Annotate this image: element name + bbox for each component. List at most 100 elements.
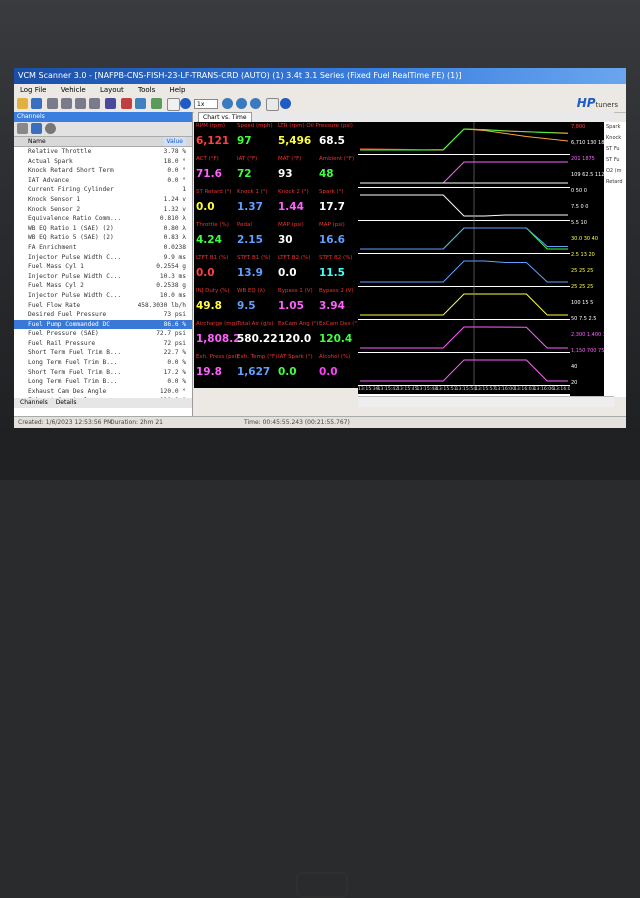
gauge[interactable]: IAT Spark (°) 0.0 [276, 353, 317, 390]
zoom-in-icon[interactable] [222, 98, 233, 109]
menu-tools[interactable]: Tools [138, 86, 156, 94]
vehicle-controls-icon[interactable] [89, 98, 100, 109]
gauge[interactable]: ACT (°F) 71.6 [194, 155, 235, 192]
channel-row[interactable]: WB EQ Ratio 1 (SAE) (2) 0.80 λ [14, 224, 192, 234]
save-layout-icon[interactable] [31, 123, 42, 134]
gauge[interactable]: Total Air (g/s) 580.22 [235, 320, 278, 357]
gauge[interactable]: Knock 2 (°) 1.44 [276, 188, 317, 225]
legend-item[interactable]: Retard [606, 179, 623, 185]
time-tick: 13:16:09 [553, 387, 570, 392]
channel-row[interactable]: Fuel Flow Rate 458.3030 lb/h [14, 301, 192, 311]
channel-row[interactable]: Relative Throttle 3.78 % [14, 147, 192, 157]
channel-row[interactable]: Knock Sensor 1 1.24 v [14, 195, 192, 205]
channel-icon[interactable] [151, 98, 162, 109]
channel-row[interactable]: Long Term Fuel Trim B... 0.0 % [14, 358, 192, 368]
channel-row[interactable]: Knock Sensor 2 1.32 v [14, 205, 192, 215]
channel-row[interactable]: Fuel Mass Cyl 2 0.2538 g [14, 281, 192, 291]
gauge[interactable]: IAT (°F) 72 [235, 155, 276, 192]
gauge[interactable]: MAT (°F) 93 [276, 155, 317, 192]
gauge[interactable]: RPM (rpm) 6,121 [194, 122, 235, 159]
gauge[interactable]: Knock 1 (°) 1.37 [235, 188, 276, 225]
channel-row[interactable]: Desired Fuel Pressure 73 psi [14, 310, 192, 320]
chart-vs-time[interactable] [358, 122, 570, 397]
gauge[interactable]: Ambient (°F) 48 [317, 155, 358, 192]
channel-row[interactable]: Short Term Fuel Trim B... 17.2 % [14, 368, 192, 378]
record-icon[interactable] [121, 98, 132, 109]
gauge[interactable]: MAP (psi) 16.6 [317, 221, 358, 258]
gauge[interactable]: MAP (psi) 30 [276, 221, 317, 258]
channel-row[interactable]: Injector Pulse Width C... 9.9 ms [14, 253, 192, 263]
gauge[interactable]: INJ Duty (%) 49.8 [194, 287, 235, 324]
gauge[interactable]: LTFT B2 (%) 0.0 [276, 254, 317, 291]
legend-item[interactable]: ST Fu [606, 146, 620, 152]
channel-row[interactable]: Fuel Rail Pressure 72 psi [14, 339, 192, 349]
gauge[interactable]: Spark (°) 17.7 [317, 188, 358, 225]
menu-log-file[interactable]: Log File [20, 86, 47, 94]
menu-help[interactable]: Help [169, 86, 186, 94]
channel-row[interactable]: Injector Pulse Width C... 10.0 ms [14, 291, 192, 301]
column-value[interactable]: Value [163, 137, 186, 146]
gauge[interactable]: Bypass 2 (V) 3.94 [317, 287, 358, 324]
gauge[interactable]: 68.5 [317, 122, 358, 159]
vehicle-icon[interactable] [47, 98, 58, 109]
gauge[interactable]: Bypass 1 (V) 1.05 [276, 287, 317, 324]
channel-row[interactable]: Short Term Fuel Trim B... 22.7 % [14, 348, 192, 358]
legend-item[interactable]: ST Fu [606, 157, 620, 163]
channel-row[interactable]: Exhaust Cam Des Angle 120.0 ° [14, 387, 192, 397]
info-icon[interactable] [280, 98, 291, 109]
channel-row[interactable]: WB EQ Ratio 5 (SAE) (2) 0.83 λ [14, 233, 192, 243]
gauge-value: 19.8 [196, 366, 222, 378]
horizontal-scrollbar[interactable] [358, 396, 614, 407]
tab-channels[interactable]: Channels [20, 399, 48, 406]
gauge[interactable]: LTR (rpm) Oil Pressure (psi) 5,496 [276, 122, 353, 159]
tab-chart-vs-time[interactable]: Chart vs. Time [198, 112, 252, 122]
legend-item[interactable]: O2 (m [606, 168, 622, 174]
menu-vehicle[interactable]: Vehicle [60, 86, 86, 94]
gauge[interactable]: Speed (mph) 97 [235, 122, 276, 159]
folder-icon[interactable] [17, 123, 28, 134]
gauge[interactable]: Throttle (%) 4.24 [194, 221, 235, 258]
gauge[interactable]: Pedal 2.15 [235, 221, 276, 258]
vehicle-info-icon[interactable] [75, 98, 86, 109]
channel-row[interactable]: Fuel Pressure (SAE) 72.7 psi [14, 329, 192, 339]
gauge[interactable]: STFT B1 (%) 13.9 [235, 254, 276, 291]
tab-details[interactable]: Details [55, 399, 77, 406]
zoom-out-icon[interactable] [236, 98, 247, 109]
legend-item[interactable]: Spark [606, 124, 621, 130]
gear-icon[interactable] [45, 123, 56, 134]
channel-row[interactable]: Actual Spark 18.0 ° [14, 157, 192, 167]
gauge[interactable]: STFT B2 (%) 11.5 [317, 254, 358, 291]
chart-layout-icon[interactable] [266, 98, 279, 111]
channel-row[interactable]: Knock Retard Short Term 0.0 ° [14, 166, 192, 176]
gauge[interactable]: Alcohol (%) 0.0 [317, 353, 358, 390]
channel-row[interactable]: FA Enrichment 0.0238 [14, 243, 192, 253]
menu-layout[interactable]: Layout [99, 86, 124, 94]
scan-settings-icon[interactable] [105, 98, 116, 109]
channel-name: Fuel Mass Cyl 1 [28, 263, 84, 271]
gauge[interactable]: ST Retard (°) 0.0 [194, 188, 235, 225]
legend-item[interactable]: Knock [606, 135, 622, 141]
channel-row[interactable]: Equivalence Ratio Comm... 0.810 λ [14, 214, 192, 224]
channel-row[interactable]: Fuel Pump Commanded DC 86.6 % [14, 319, 192, 330]
channel-row[interactable]: Current Firing Cylinder 1 [14, 185, 192, 195]
gauge-icon[interactable] [135, 98, 146, 109]
table-icon[interactable] [167, 98, 180, 111]
channel-row[interactable]: IAT Advance 0.0 ° [14, 176, 192, 186]
open-folder-icon[interactable] [17, 98, 28, 109]
gauge[interactable]: ExCam Des (°) 120.4 [317, 320, 359, 357]
gauge[interactable]: Aircharge (mg) 1,808.2 [194, 320, 241, 357]
gauge[interactable]: ExCam Ang (°) 120.0 [276, 320, 319, 357]
gauge[interactable]: LTFT B1 (%) 0.0 [194, 254, 235, 291]
channel-row[interactable]: Fuel Mass Cyl 1 0.2554 g [14, 262, 192, 272]
gauge[interactable]: Exh. Press (psi) 19.8 [194, 353, 238, 390]
play-icon[interactable] [180, 98, 191, 109]
save-icon[interactable] [31, 98, 42, 109]
gauge[interactable]: Exh. Temp (°F) 1,627 [235, 353, 277, 390]
zoom-fit-icon[interactable] [250, 98, 261, 109]
column-name[interactable]: Name [28, 138, 46, 145]
channel-row[interactable]: Injector Pulse Width C... 10.3 ms [14, 272, 192, 282]
gauge[interactable]: WB EQ (λ) 9.5 [235, 287, 276, 324]
channel-row[interactable]: Long Term Fuel Trim B... 0.0 % [14, 377, 192, 387]
vehicle-connect-icon[interactable] [61, 98, 72, 109]
playback-speed-select[interactable]: 1x [194, 99, 218, 109]
